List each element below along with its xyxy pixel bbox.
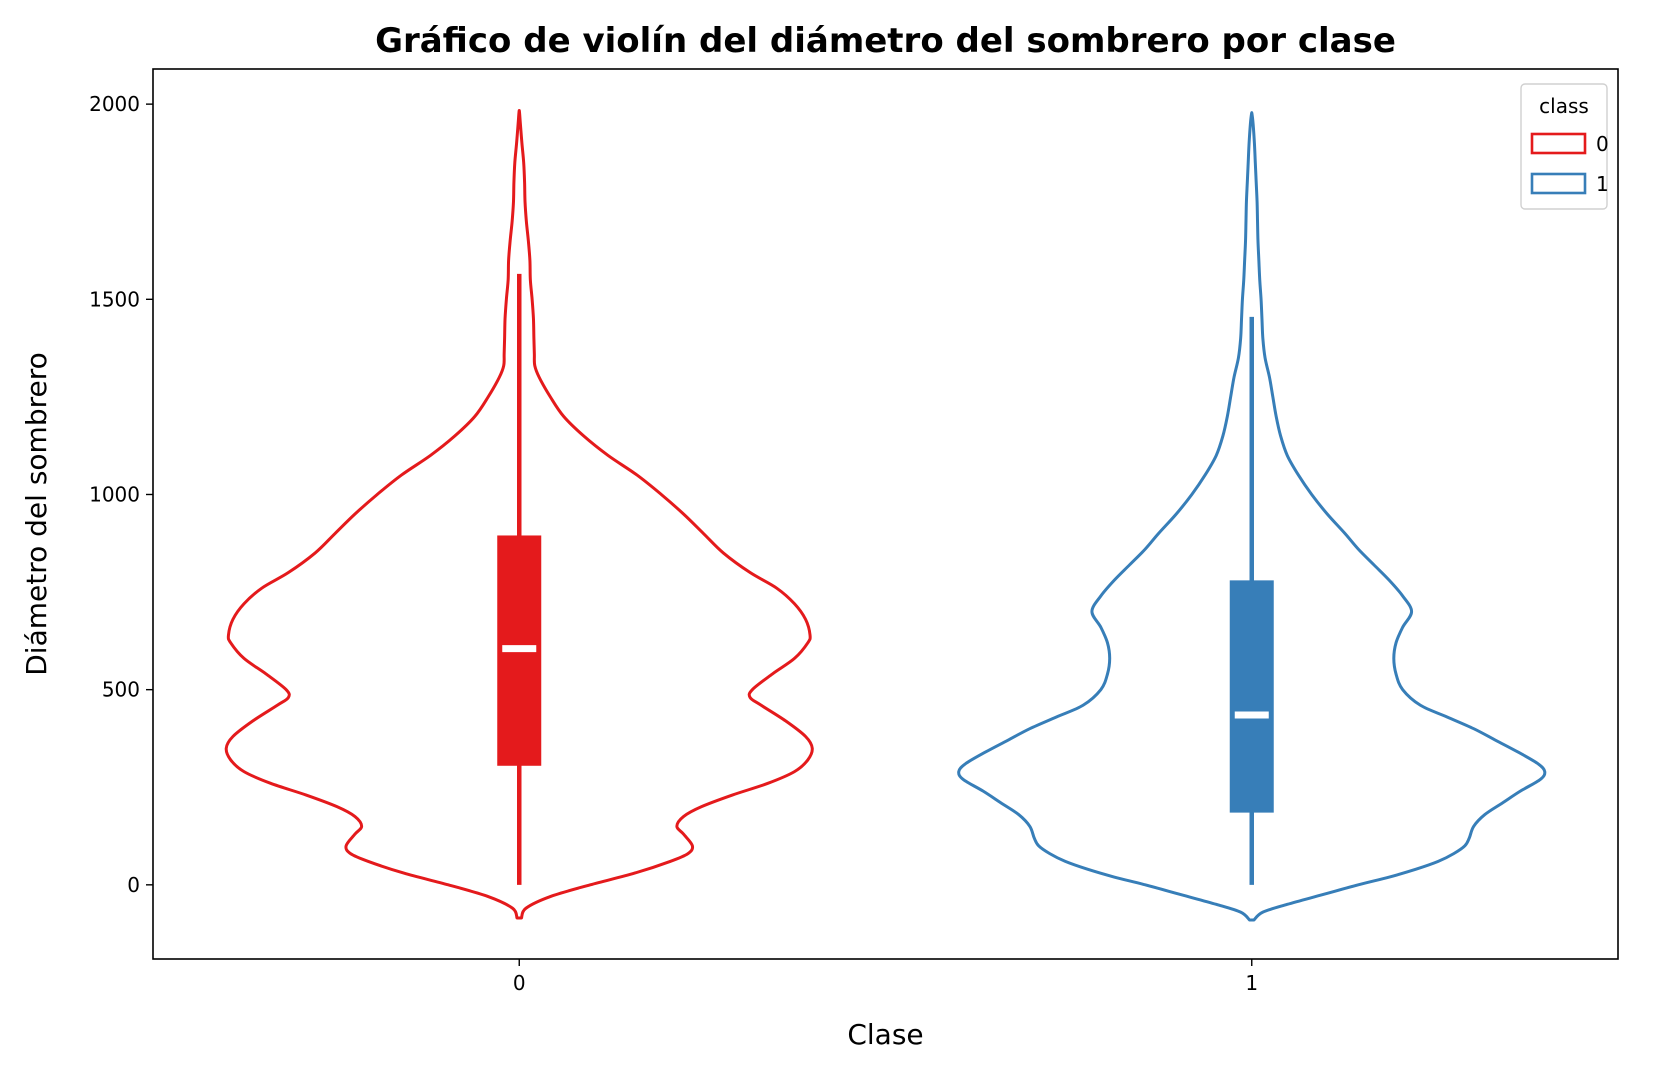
legend-label-1: 1: [1596, 172, 1609, 196]
x-tick-label: 1: [1245, 971, 1258, 995]
plot-area: [152, 68, 1619, 960]
y-tick-label: 1000: [89, 482, 140, 506]
chart-title: Gráfico de violín del diámetro del sombr…: [375, 21, 1396, 61]
x-axis-label: Clase: [847, 1018, 923, 1051]
violin-1: [957, 111, 1547, 922]
iqr-box-1: [1229, 580, 1274, 813]
legend-label-0: 0: [1596, 132, 1609, 156]
legend-swatch-1: [1530, 172, 1587, 195]
y-tick-label: 0: [127, 873, 140, 897]
y-axis: 0 500 1000 1500 2000: [89, 92, 153, 897]
violin-0: [224, 108, 814, 920]
legend: class 0 1: [1520, 83, 1609, 210]
y-tick-label: 2000: [89, 92, 140, 116]
legend-title: class: [1539, 94, 1589, 118]
legend-swatch-0: [1530, 132, 1587, 155]
y-tick-label: 1500: [89, 287, 140, 311]
violins-layer: [224, 108, 1547, 922]
y-axis-label: Diámetro del sombrero: [20, 352, 53, 676]
y-tick-label: 500: [102, 678, 140, 702]
x-tick-label: 0: [513, 971, 526, 995]
